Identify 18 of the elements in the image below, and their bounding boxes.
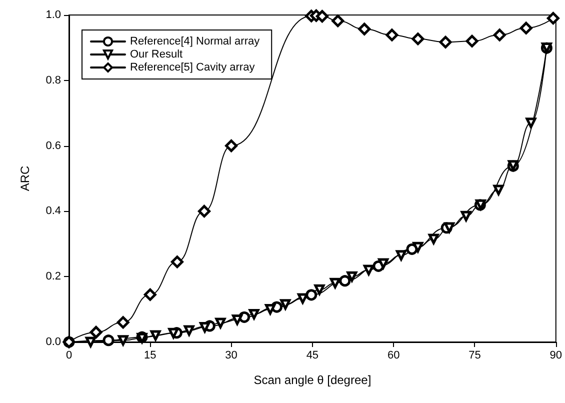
x-tick-label: 30 bbox=[225, 350, 238, 362]
y-tick-label: 0.0 bbox=[46, 336, 61, 348]
y-axis-title: ARC bbox=[18, 166, 32, 192]
x-tick-label: 90 bbox=[550, 350, 562, 362]
x-tick-label: 15 bbox=[144, 350, 156, 362]
x-axis-title: Scan angle θ [degree] bbox=[254, 373, 372, 387]
x-tick-label: 45 bbox=[306, 350, 319, 362]
y-tick-label: 0.4 bbox=[46, 205, 61, 218]
legend-label: Reference[4] Normal array bbox=[130, 36, 260, 48]
legend-label: Reference[5] Cavity array bbox=[130, 62, 256, 74]
y-tick-label: 0.2 bbox=[46, 270, 61, 283]
y-tick-label: 0.8 bbox=[46, 74, 61, 86]
x-tick-label: 0 bbox=[66, 350, 72, 362]
legend-label: Our Result bbox=[130, 48, 183, 60]
x-tick-label: 60 bbox=[387, 350, 400, 362]
x-tick-label: 75 bbox=[468, 350, 481, 362]
y-tick-label: 1.0 bbox=[46, 9, 61, 21]
y-tick-label: 0.6 bbox=[46, 140, 61, 152]
